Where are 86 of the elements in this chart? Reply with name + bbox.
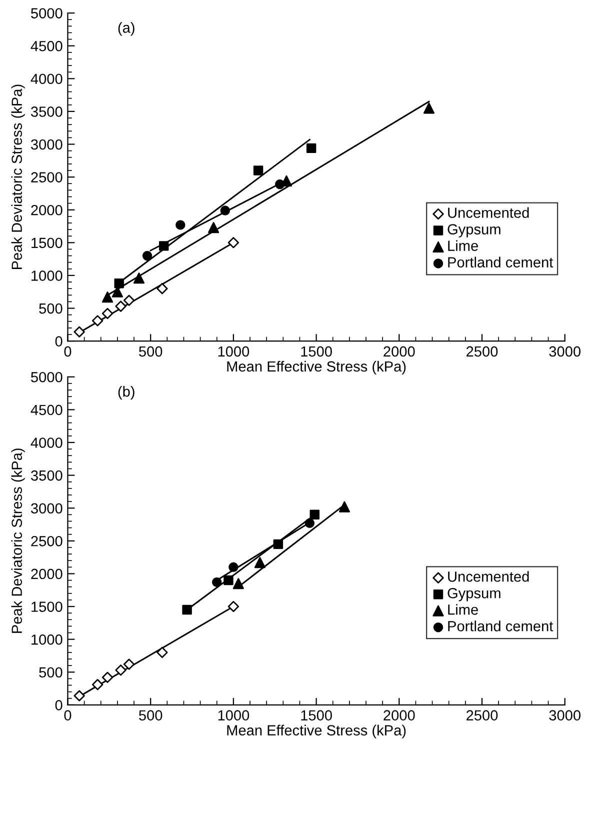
x-tick-label: 500	[139, 710, 162, 720]
y-tick-label: 4500	[30, 404, 62, 416]
y-tick-label: 1000	[32, 270, 62, 281]
point	[228, 237, 240, 248]
point	[74, 326, 85, 338]
y-tick-label: 3000	[30, 139, 62, 150]
x-tick-label: 1000	[218, 346, 250, 357]
point	[133, 272, 145, 284]
y-tick-label: 500	[39, 303, 62, 314]
x-tick-label: 3000	[549, 710, 581, 720]
point	[338, 501, 350, 512]
point	[102, 308, 114, 320]
point	[306, 143, 316, 154]
point	[304, 518, 315, 528]
x-tick-label: 2500	[466, 346, 498, 357]
y-tick-label: 2500	[31, 536, 62, 546]
point	[115, 664, 126, 676]
point	[114, 278, 124, 288]
y-tick-label: 1500	[32, 238, 62, 248]
point	[92, 678, 104, 690]
y-tick-label: 500	[39, 667, 62, 678]
point	[123, 294, 135, 306]
x-tick-label: 500	[139, 346, 162, 357]
point	[115, 300, 126, 312]
point	[142, 250, 152, 261]
x-tick-label: 1000	[218, 710, 250, 720]
y-tick-label: 3500	[30, 106, 62, 117]
point	[273, 539, 284, 550]
point	[228, 562, 238, 572]
point	[254, 557, 266, 568]
x-tick-label: 2000	[384, 346, 415, 357]
y-axis-title: Peak Deviatoric Stress (kPa)	[11, 84, 25, 270]
y-tick-label: 3500	[30, 470, 62, 481]
y-tick-label: 0	[55, 336, 62, 346]
point	[274, 179, 285, 190]
x-tick-label: 2500	[466, 710, 498, 720]
y-tick-label: 4000	[30, 74, 62, 84]
y-tick-label: 3000	[30, 503, 62, 514]
legend-label: Lime	[448, 240, 478, 251]
x-tick-label: 3000	[549, 346, 581, 357]
legend-label: Portland cement	[448, 620, 554, 632]
point	[212, 577, 222, 588]
point	[228, 600, 240, 612]
point	[182, 604, 192, 615]
x-tick-label: 2000	[384, 710, 415, 720]
annotation: (b)	[118, 386, 134, 400]
point	[176, 220, 186, 230]
y-tick-label: 5000	[31, 8, 62, 18]
point	[220, 206, 230, 216]
x-tick-label: 1500	[301, 346, 332, 357]
y-tick-label: 1000	[32, 634, 62, 645]
point	[102, 672, 114, 683]
y-tick-label: 1500	[32, 602, 62, 612]
point	[156, 282, 168, 294]
y-tick-label: 5000	[31, 372, 62, 382]
point	[423, 102, 435, 114]
y-tick-label: 4000	[30, 438, 62, 448]
x-axis-title: Mean Effective Stress (kPa)	[227, 724, 406, 738]
y-axis-title: Peak Deviatoric Stress (kPa)	[11, 448, 25, 633]
y-tick-label: 2000	[31, 204, 62, 216]
x-axis-title: Mean Effective Stress (kPa)	[227, 360, 406, 374]
point	[253, 166, 264, 176]
legend-label: Uncemented	[448, 207, 529, 218]
point	[92, 315, 104, 326]
point	[74, 690, 85, 702]
legend-label: Uncemented	[448, 571, 529, 582]
y-tick-label: 2000	[31, 568, 62, 580]
legend-label: Lime	[448, 604, 478, 615]
point	[224, 575, 234, 586]
x-tick-label: 0	[64, 710, 72, 720]
point	[310, 510, 320, 520]
point	[102, 292, 114, 303]
legend-label: Gypsum	[448, 588, 500, 602]
point	[156, 646, 168, 658]
x-tick-label: 0	[64, 346, 72, 357]
annotation: (a)	[118, 22, 134, 36]
y-tick-label: 2500	[31, 172, 62, 182]
legend-label: Gypsum	[448, 224, 500, 238]
legend-label: Portland cement	[448, 256, 554, 268]
y-tick-label: 4500	[30, 40, 62, 52]
x-tick-label: 1500	[301, 710, 332, 720]
point	[232, 578, 244, 590]
point	[123, 658, 135, 670]
y-tick-label: 0	[55, 700, 62, 710]
point	[208, 222, 220, 234]
point	[158, 241, 169, 251]
